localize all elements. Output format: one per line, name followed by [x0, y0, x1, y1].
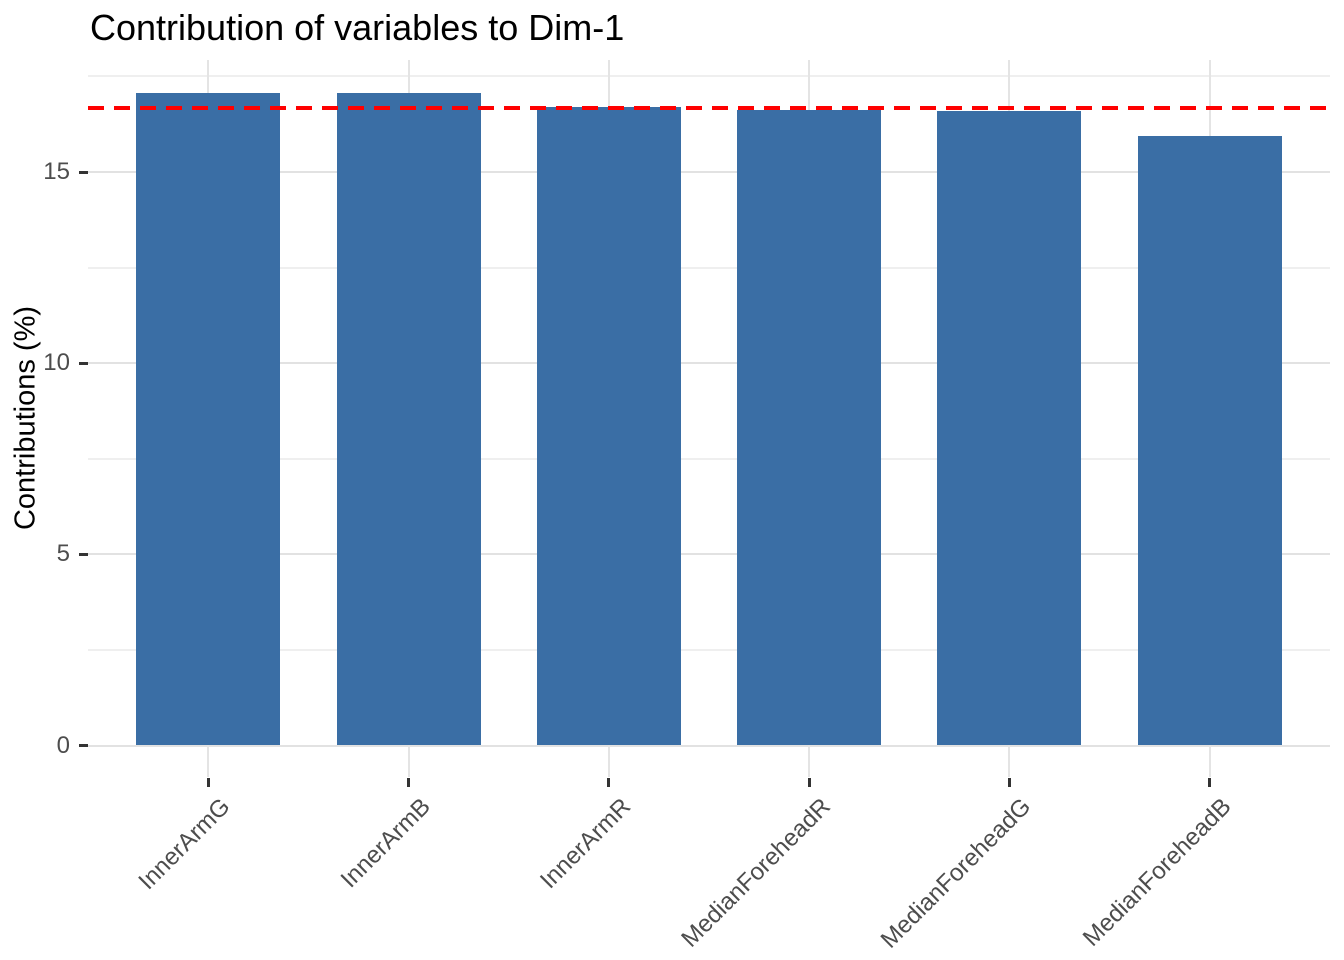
x-axis-tick — [607, 777, 611, 787]
x-tick-label: MedianForeheadG — [875, 793, 1037, 954]
x-tick-label: InnerArmG — [133, 793, 236, 896]
y-axis-tick — [79, 552, 88, 556]
bar — [937, 110, 1082, 746]
x-tick-label: MedianForeheadR — [676, 793, 837, 953]
y-tick-label: 5 — [56, 540, 70, 568]
x-axis-tick — [407, 777, 411, 787]
chart-title: Contribution of variables to Dim-1 — [90, 7, 625, 48]
x-axis-tick — [1208, 777, 1212, 787]
x-axis-tick — [206, 777, 210, 787]
x-tick-label: InnerArmB — [335, 793, 436, 894]
y-axis-tick — [79, 170, 88, 174]
reference-line — [88, 106, 1330, 111]
h-gridline-major — [88, 171, 1330, 174]
bar — [136, 92, 281, 746]
h-gridline-minor — [88, 266, 1330, 269]
h-gridline-minor — [88, 457, 1330, 460]
y-tick-label: 10 — [43, 349, 70, 377]
h-gridline-minor — [88, 648, 1330, 651]
y-axis-tick — [79, 744, 88, 747]
h-gridline-major — [88, 362, 1330, 365]
x-tick-label: MedianForeheadB — [1078, 793, 1237, 952]
y-tick-label: 15 — [43, 158, 70, 186]
y-axis-title: Contributions (%) — [9, 305, 42, 531]
y-tick-label: 0 — [56, 731, 70, 759]
y-axis-tick — [79, 361, 88, 365]
x-axis-tick — [807, 777, 811, 787]
plot-panel — [88, 60, 1330, 777]
h-gridline-minor — [88, 75, 1330, 78]
x-axis-tick — [1007, 777, 1011, 787]
bar — [336, 93, 481, 746]
bar — [536, 107, 681, 746]
h-gridline-major — [88, 744, 1330, 747]
bar — [1137, 135, 1282, 746]
x-tick-label: InnerArmR — [534, 793, 636, 895]
bar — [737, 110, 882, 746]
h-gridline-major — [88, 553, 1330, 556]
